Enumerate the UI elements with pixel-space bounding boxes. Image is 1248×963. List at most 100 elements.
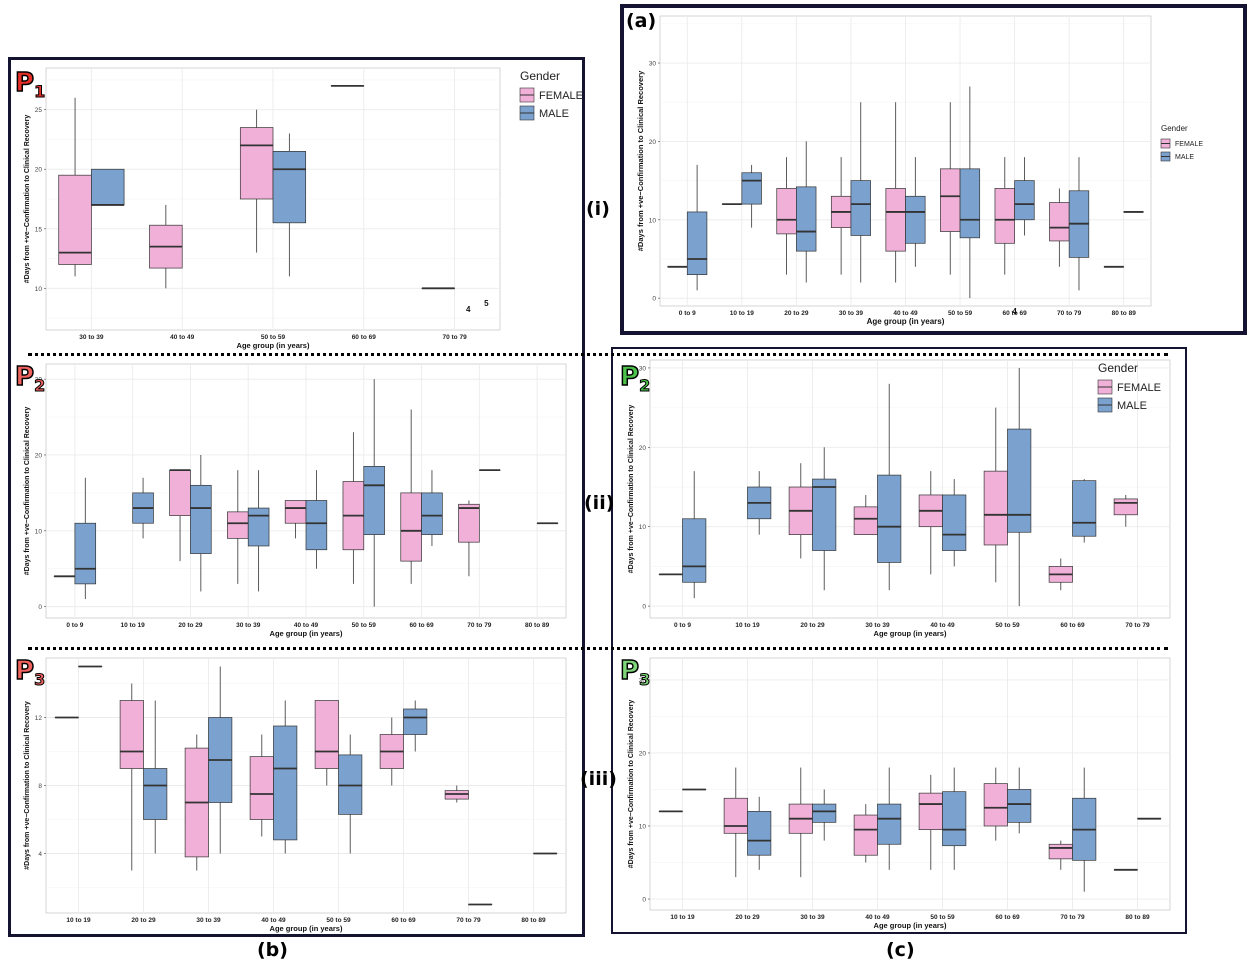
box-male bbox=[741, 172, 762, 205]
box-female bbox=[284, 500, 307, 524]
frame-panel-c bbox=[611, 347, 1187, 934]
box-female bbox=[918, 792, 943, 831]
x-axis-title: Age group (in years) bbox=[270, 924, 343, 933]
chart-svg-c3: 0 10 20 30 10 to 19 20 to 29 30 to 39 40 to 49 5… bbox=[628, 657, 1171, 930]
x-tick-label: 80 to 89 bbox=[1112, 310, 1137, 317]
y-tick-label: 10 bbox=[639, 824, 647, 831]
box-female bbox=[1048, 843, 1073, 860]
y-tick-label: 20 bbox=[35, 452, 43, 459]
p2-label-b: P2 bbox=[14, 362, 46, 396]
x-tick-label: 80 to 89 bbox=[525, 622, 550, 629]
x-tick-label: 60 to 69 bbox=[352, 334, 377, 341]
legend-label-female: FEMALE bbox=[539, 90, 583, 102]
x-tick-label: 10 to 19 bbox=[735, 622, 760, 629]
x-tick-label: 30 to 39 bbox=[196, 917, 221, 924]
chart-svg-a: 0 10 20 30 0 to 9 10 to 19 20 to 29 30 to 39 40 … bbox=[636, 15, 1203, 326]
panel-b-label: (b) bbox=[257, 939, 288, 961]
box-male bbox=[273, 725, 298, 841]
box-male bbox=[850, 180, 871, 236]
plot-area bbox=[649, 657, 1171, 911]
box-male bbox=[247, 507, 270, 547]
y-axis-title: #Days from +ve−Confirmation to Clinical … bbox=[24, 701, 31, 870]
x-tick-label: 60 to 69 bbox=[995, 914, 1020, 921]
legend-title: Gender bbox=[1161, 124, 1188, 133]
box-female bbox=[940, 168, 961, 232]
row-i-label: (i) bbox=[586, 198, 610, 220]
legend-label-female: FEMALE bbox=[1117, 382, 1161, 394]
x-tick-label: 10 to 19 bbox=[121, 622, 146, 629]
x-axis-title: Age group (in years) bbox=[867, 317, 945, 326]
box-male bbox=[272, 151, 307, 224]
x-tick-label: 70 to 79 bbox=[1060, 914, 1085, 921]
y-axis-title: #Days from +ve−Confirmation to Clinical … bbox=[628, 700, 635, 869]
box-female bbox=[885, 188, 906, 252]
x-tick-label: 20 to 29 bbox=[735, 914, 760, 921]
frame-panel-a bbox=[620, 4, 1247, 335]
x-tick-label: 60 to 69 bbox=[1003, 310, 1028, 317]
box-female bbox=[458, 503, 480, 543]
box-female bbox=[983, 470, 1008, 546]
y-tick-label: 10 bbox=[649, 217, 657, 224]
box-male bbox=[747, 811, 772, 856]
x-tick-label: 50 to 59 bbox=[930, 914, 955, 921]
x-tick-label: 50 to 59 bbox=[352, 622, 377, 629]
box-male bbox=[959, 168, 981, 239]
chart-b-p2: 0 10 20 30 0 to 9 10 to 19 20 to 29 30 to 39 40 … bbox=[14, 358, 580, 642]
box-female bbox=[119, 700, 144, 769]
box-male bbox=[190, 484, 212, 554]
x-tick-label: 0 to 9 bbox=[679, 310, 696, 317]
box-female bbox=[853, 506, 878, 535]
box-female bbox=[994, 188, 1015, 244]
panel-a-label: (a) bbox=[626, 10, 657, 32]
x-tick-label: 30 to 39 bbox=[839, 310, 864, 317]
y-tick-label: 20 bbox=[649, 139, 657, 146]
p2-label-c: P2 bbox=[619, 362, 651, 396]
separator-i-ii bbox=[28, 353, 1168, 356]
x-axis-title: Age group (in years) bbox=[237, 341, 310, 350]
x-axis-title: Age group (in years) bbox=[874, 921, 947, 930]
y-tick-label: 30 bbox=[639, 365, 647, 372]
box-male bbox=[305, 500, 328, 551]
x-tick-label: 0 to 9 bbox=[66, 622, 83, 629]
p1-label: P1 bbox=[14, 68, 46, 102]
x-tick-label: 50 to 59 bbox=[948, 310, 973, 317]
x-tick-label: 60 to 69 bbox=[409, 622, 434, 629]
x-tick-label: 40 to 49 bbox=[170, 334, 195, 341]
y-axis-title: #Days from +ve−Confirmation to Clinical … bbox=[24, 115, 31, 284]
box-male bbox=[812, 478, 837, 551]
box-female bbox=[776, 188, 797, 235]
legend-label-male: MALE bbox=[539, 108, 569, 120]
y-tick-label: 4 bbox=[38, 851, 42, 858]
y-tick-label: 30 bbox=[639, 677, 647, 684]
box-female bbox=[58, 174, 92, 265]
box-male bbox=[812, 803, 837, 823]
box-female bbox=[227, 511, 249, 539]
legend-label-male: MALE bbox=[1175, 154, 1194, 161]
box-female bbox=[249, 756, 274, 820]
x-tick-label: 40 to 49 bbox=[930, 622, 955, 629]
frame-panel-b bbox=[8, 57, 585, 937]
row-ii-label: (ii) bbox=[584, 492, 615, 514]
x-tick-label: 0 to 9 bbox=[674, 622, 691, 629]
x-tick-label: 70 to 79 bbox=[442, 334, 467, 341]
separator-ii-iii bbox=[28, 647, 1168, 650]
y-axis-title: #Days from +ve−Confirmation to Clinical … bbox=[636, 70, 645, 251]
box-male bbox=[682, 518, 707, 583]
y-tick-label: 15 bbox=[35, 226, 43, 233]
chart-svg-b2: 0 10 20 30 0 to 9 10 to 19 20 to 29 30 to 39 40 … bbox=[24, 363, 567, 638]
chart-b-p1: 10 15 20 25 30 to 39 40 to 49 50 to 59 60 to 69… bbox=[14, 64, 583, 352]
y-tick-label: 8 bbox=[38, 783, 42, 790]
x-tick-label: 20 to 29 bbox=[800, 622, 825, 629]
box-female bbox=[723, 797, 748, 834]
x-tick-label: 70 to 79 bbox=[1057, 310, 1082, 317]
p3-label-b: P3 bbox=[14, 656, 46, 690]
box-male bbox=[942, 791, 967, 847]
row-iii-label: (iii) bbox=[580, 768, 617, 790]
box-female bbox=[1049, 202, 1070, 242]
x-tick-label: 20 to 29 bbox=[131, 917, 156, 924]
y-tick-label: 0 bbox=[642, 897, 646, 904]
x-tick-label: 10 to 19 bbox=[730, 310, 755, 317]
y-tick-label: 10 bbox=[35, 528, 43, 535]
x-tick-label: 70 to 79 bbox=[467, 622, 492, 629]
box-male bbox=[363, 466, 385, 535]
